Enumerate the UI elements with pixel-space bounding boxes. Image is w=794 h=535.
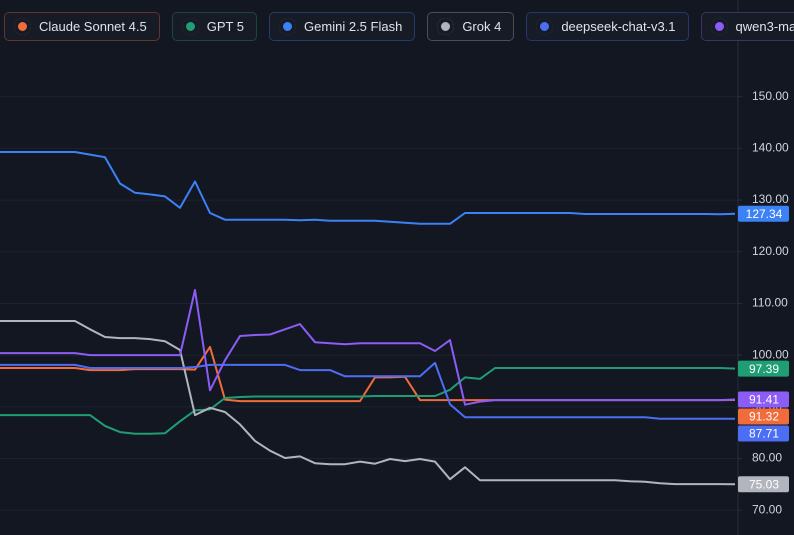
legend-label: deepseek-chat-v3.1 <box>561 19 676 34</box>
legend-label: Gemini 2.5 Flash <box>304 19 403 34</box>
y-tick-label: 120.00 <box>752 244 789 258</box>
last-value-box <box>738 425 789 442</box>
last-value-label: 97.39 <box>749 362 779 376</box>
series-line <box>0 289 736 406</box>
legend-chip[interactable]: Gemini 2.5 Flash <box>269 12 416 41</box>
series-line <box>0 320 736 486</box>
legend-chip[interactable]: deepseek-chat-v3.1 <box>526 12 689 41</box>
last-value-tag: 87.71 <box>738 425 789 442</box>
y-tick-label: 70.00 <box>752 502 782 516</box>
legend-icon <box>710 18 728 35</box>
last-value-box <box>738 391 789 408</box>
y-tick-label: 110.00 <box>752 296 788 310</box>
y-tick-label: 140.00 <box>752 141 789 155</box>
last-value-box <box>738 408 789 425</box>
y-tick-label: 100.00 <box>752 347 789 361</box>
legend-label: Grok 4 <box>462 19 502 34</box>
legend-chip[interactable]: qwen3-max <box>700 12 794 41</box>
last-value-tag: 127.34 <box>738 205 789 222</box>
legend-chip[interactable]: Claude Sonnet 4.5 <box>4 12 160 41</box>
legend-icon <box>279 18 297 35</box>
last-value-tag: 91.32 <box>738 408 789 425</box>
legend: Claude Sonnet 4.5 GPT 5 Gemini 2.5 Flash Gr… <box>4 12 794 41</box>
last-value-label: 91.41 <box>749 393 779 407</box>
legend-icon <box>181 18 199 35</box>
legend-chip[interactable]: GPT 5 <box>171 12 258 41</box>
last-value-tag: 97.39 <box>738 360 789 377</box>
series-line <box>0 151 736 225</box>
legend-icon <box>437 18 455 35</box>
y-tick-label: 150.00 <box>752 89 789 103</box>
series-line <box>0 367 736 435</box>
series-line <box>0 361 735 420</box>
legend-chip[interactable]: Grok 4 <box>427 12 515 41</box>
y-tick-label: 130.00 <box>752 192 789 206</box>
legend-label: qwen3-max <box>735 19 794 34</box>
last-value-label: 91.32 <box>749 410 779 424</box>
last-value-tag: 91.41 <box>738 391 789 408</box>
last-value-label: 127.34 <box>746 207 783 221</box>
legend-label: GPT 5 <box>206 19 245 34</box>
legend-label: Claude Sonnet 4.5 <box>39 19 147 34</box>
last-value-box <box>738 476 789 493</box>
y-tick-label: 80.00 <box>752 451 782 465</box>
last-value-label: 75.03 <box>749 477 779 491</box>
legend-icon <box>536 18 554 35</box>
last-value-label: 87.71 <box>749 427 779 441</box>
last-value-box <box>738 360 789 377</box>
last-value-box <box>738 205 789 222</box>
legend-icon <box>14 18 31 35</box>
last-value-tag: 75.03 <box>738 476 789 493</box>
